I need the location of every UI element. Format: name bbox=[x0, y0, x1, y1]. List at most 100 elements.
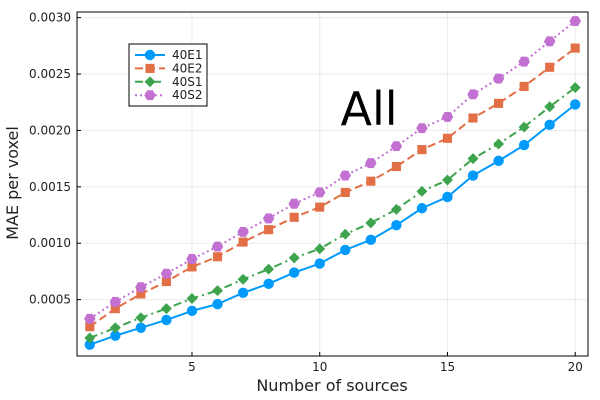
x-tick-label: 10 bbox=[312, 360, 327, 374]
data-point-40e2 bbox=[110, 304, 120, 314]
data-point-40e2 bbox=[442, 133, 453, 143]
data-point-40s2 bbox=[237, 226, 249, 237]
data-point-40e2 bbox=[340, 187, 350, 198]
data-point-40s2 bbox=[441, 111, 454, 122]
data-point-40s2 bbox=[467, 89, 479, 100]
data-point-40s1 bbox=[314, 243, 326, 255]
data-point-40s1 bbox=[237, 273, 249, 285]
y-tick-label: 0.0020 bbox=[29, 123, 71, 137]
data-point-40e1 bbox=[518, 139, 530, 151]
data-point-40e2 bbox=[545, 62, 555, 72]
data-point-40e1 bbox=[110, 330, 121, 341]
data-point-40e1 bbox=[288, 267, 300, 278]
data-point-40s2 bbox=[211, 241, 224, 252]
data-point-40s1 bbox=[518, 121, 530, 133]
data-point-40e2 bbox=[264, 225, 274, 235]
data-point-40e1 bbox=[544, 119, 555, 130]
data-point-40s2 bbox=[186, 254, 198, 264]
series-markers bbox=[84, 16, 581, 350]
data-point-40e1 bbox=[570, 99, 581, 110]
data-point-40s2 bbox=[416, 123, 428, 134]
data-point-40s2 bbox=[288, 198, 300, 209]
data-point-40s1 bbox=[467, 153, 479, 165]
data-point-40e1 bbox=[391, 219, 402, 231]
data-point-40e2 bbox=[391, 161, 401, 172]
data-point-40e2 bbox=[417, 145, 427, 155]
data-point-40s1 bbox=[288, 252, 300, 264]
data-point-40s2 bbox=[109, 296, 122, 307]
data-point-40e2 bbox=[85, 322, 95, 332]
data-point-40s1 bbox=[442, 174, 453, 186]
data-point-40s2 bbox=[543, 36, 556, 47]
data-point-40s1 bbox=[263, 263, 275, 275]
data-point-40e1 bbox=[263, 278, 274, 290]
legend-label-40e2: 40E2 bbox=[172, 61, 203, 75]
series-markers-40e1 bbox=[84, 99, 581, 350]
data-point-40e1 bbox=[365, 234, 377, 246]
data-point-40e2 bbox=[238, 237, 248, 247]
data-point-40s2 bbox=[262, 213, 275, 224]
data-point-40s2 bbox=[314, 187, 326, 198]
data-point-40e1 bbox=[84, 339, 95, 350]
data-point-40s2 bbox=[135, 282, 147, 293]
data-point-40e2 bbox=[519, 81, 529, 91]
data-point-40s2 bbox=[365, 158, 377, 169]
data-point-40e2 bbox=[289, 212, 299, 222]
data-point-40s1 bbox=[135, 312, 147, 324]
data-point-40e2 bbox=[212, 252, 223, 262]
data-point-40s1 bbox=[84, 332, 96, 344]
legend-marker-40e2 bbox=[145, 63, 155, 73]
data-point-40e1 bbox=[161, 314, 172, 326]
y-tick-label: 0.0030 bbox=[29, 11, 71, 25]
series-markers-40s2 bbox=[84, 16, 581, 324]
data-point-40s2 bbox=[492, 73, 505, 84]
legend-label-40s1: 40S1 bbox=[172, 75, 203, 89]
axis-ticks: 5 10 15 20 0.0005 0.0010 0.0015 0.0020 0.0025 0.0… bbox=[29, 11, 583, 374]
data-point-40s1 bbox=[493, 138, 505, 150]
data-point-40s1 bbox=[186, 293, 198, 304]
data-point-40s1 bbox=[569, 82, 581, 94]
data-point-40e2 bbox=[136, 289, 146, 299]
data-point-40e1 bbox=[340, 244, 351, 256]
legend-label-40s2: 40S2 bbox=[172, 88, 203, 102]
legend-label-40e1: 40E1 bbox=[172, 48, 203, 62]
data-point-40s2 bbox=[84, 313, 96, 324]
chart-annotation: All bbox=[340, 82, 397, 136]
data-point-40s1 bbox=[212, 285, 223, 297]
data-point-40s1 bbox=[390, 203, 402, 215]
plot-frame bbox=[76, 11, 589, 357]
y-tick-label: 0.0015 bbox=[29, 180, 71, 194]
data-point-40s2 bbox=[339, 170, 351, 181]
data-point-40e1 bbox=[416, 203, 428, 214]
data-point-40s1 bbox=[339, 228, 351, 240]
y-tick-label: 0.0010 bbox=[29, 236, 71, 250]
data-point-40s1 bbox=[416, 185, 428, 197]
data-point-40e2 bbox=[570, 43, 580, 53]
x-axis-label: Number of sources bbox=[256, 376, 407, 395]
data-point-40e1 bbox=[237, 287, 249, 299]
series-markers-40e2 bbox=[85, 43, 580, 332]
legend-marker-40s2 bbox=[144, 90, 156, 101]
x-tick-label: 20 bbox=[568, 360, 583, 374]
data-point-40e1 bbox=[212, 298, 223, 310]
data-point-40s1 bbox=[544, 101, 556, 113]
data-point-40e2 bbox=[315, 202, 325, 212]
x-tick-label: 5 bbox=[188, 360, 196, 374]
y-tick-label: 0.0005 bbox=[29, 293, 71, 307]
data-point-40e1 bbox=[186, 305, 198, 317]
data-point-40e2 bbox=[187, 262, 197, 272]
data-point-40e2 bbox=[161, 277, 171, 287]
data-point-40s1 bbox=[160, 303, 172, 315]
legend-marker-40s1 bbox=[144, 76, 156, 88]
data-point-40e1 bbox=[442, 191, 453, 203]
y-axis-label: MAE per voxel bbox=[3, 126, 22, 240]
data-point-40s2 bbox=[569, 16, 581, 26]
data-point-40s2 bbox=[390, 141, 403, 152]
data-point-40e2 bbox=[494, 98, 504, 108]
data-point-40e1 bbox=[493, 155, 504, 167]
data-point-40e1 bbox=[135, 322, 147, 334]
data-point-40e2 bbox=[366, 176, 376, 186]
data-point-40e1 bbox=[467, 170, 479, 181]
